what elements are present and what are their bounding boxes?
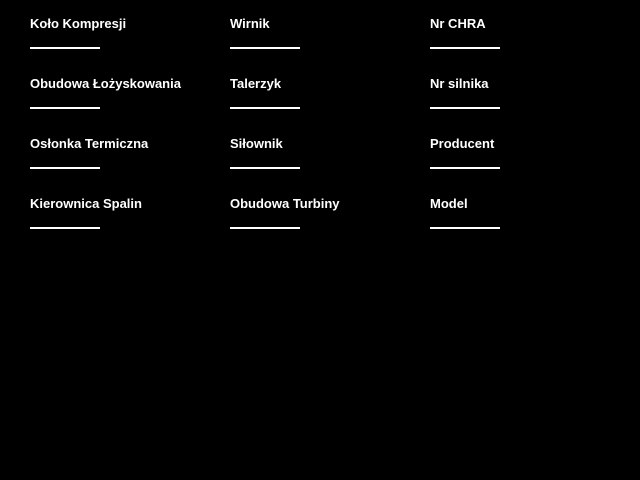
field-label: Talerzyk xyxy=(230,76,282,91)
field-oslonka-termiczna: Osłonka Termiczna xyxy=(30,137,220,173)
field-value-line[interactable] xyxy=(30,107,100,109)
field-value-line[interactable] xyxy=(230,227,300,229)
field-value-line[interactable] xyxy=(30,227,100,229)
field-label: Kierownica Spalin xyxy=(30,196,142,211)
field-nr-silnika: Nr silnika xyxy=(430,77,620,113)
field-label: Wirnik xyxy=(230,16,270,31)
field-producent: Producent xyxy=(430,137,620,173)
field-value-line[interactable] xyxy=(230,107,300,109)
field-talerzyk: Talerzyk xyxy=(230,77,420,113)
field-label: Koło Kompresji xyxy=(30,16,127,31)
field-model: Model xyxy=(430,197,620,233)
field-wirnik: Wirnik xyxy=(230,17,420,53)
field-label: Osłonka Termiczna xyxy=(30,136,149,151)
field-value-line[interactable] xyxy=(230,47,300,49)
field-obudowa-lozyskowania: Obudowa Łożyskowania xyxy=(30,77,220,113)
field-nr-chra: Nr CHRA xyxy=(430,17,620,53)
field-label: Nr silnika xyxy=(430,76,489,91)
field-label: Obudowa Łożyskowania xyxy=(30,76,181,91)
field-kierownica-spalin: Kierownica Spalin xyxy=(30,197,220,233)
field-label: Producent xyxy=(430,136,495,151)
field-value-line[interactable] xyxy=(430,107,500,109)
field-value-line[interactable] xyxy=(430,227,500,229)
field-value-line[interactable] xyxy=(30,167,100,169)
field-value-line[interactable] xyxy=(230,167,300,169)
field-value-line[interactable] xyxy=(30,47,100,49)
field-kolo-kompresji: Koło Kompresji xyxy=(30,17,220,53)
field-label: Obudowa Turbiny xyxy=(230,196,340,211)
field-label: Model xyxy=(430,196,468,211)
field-value-line[interactable] xyxy=(430,167,500,169)
field-value-line[interactable] xyxy=(430,47,500,49)
field-label: Siłownik xyxy=(230,136,283,151)
field-obudowa-turbiny: Obudowa Turbiny xyxy=(230,197,420,233)
field-label: Nr CHRA xyxy=(430,16,486,31)
field-silownik: Siłownik xyxy=(230,137,420,173)
